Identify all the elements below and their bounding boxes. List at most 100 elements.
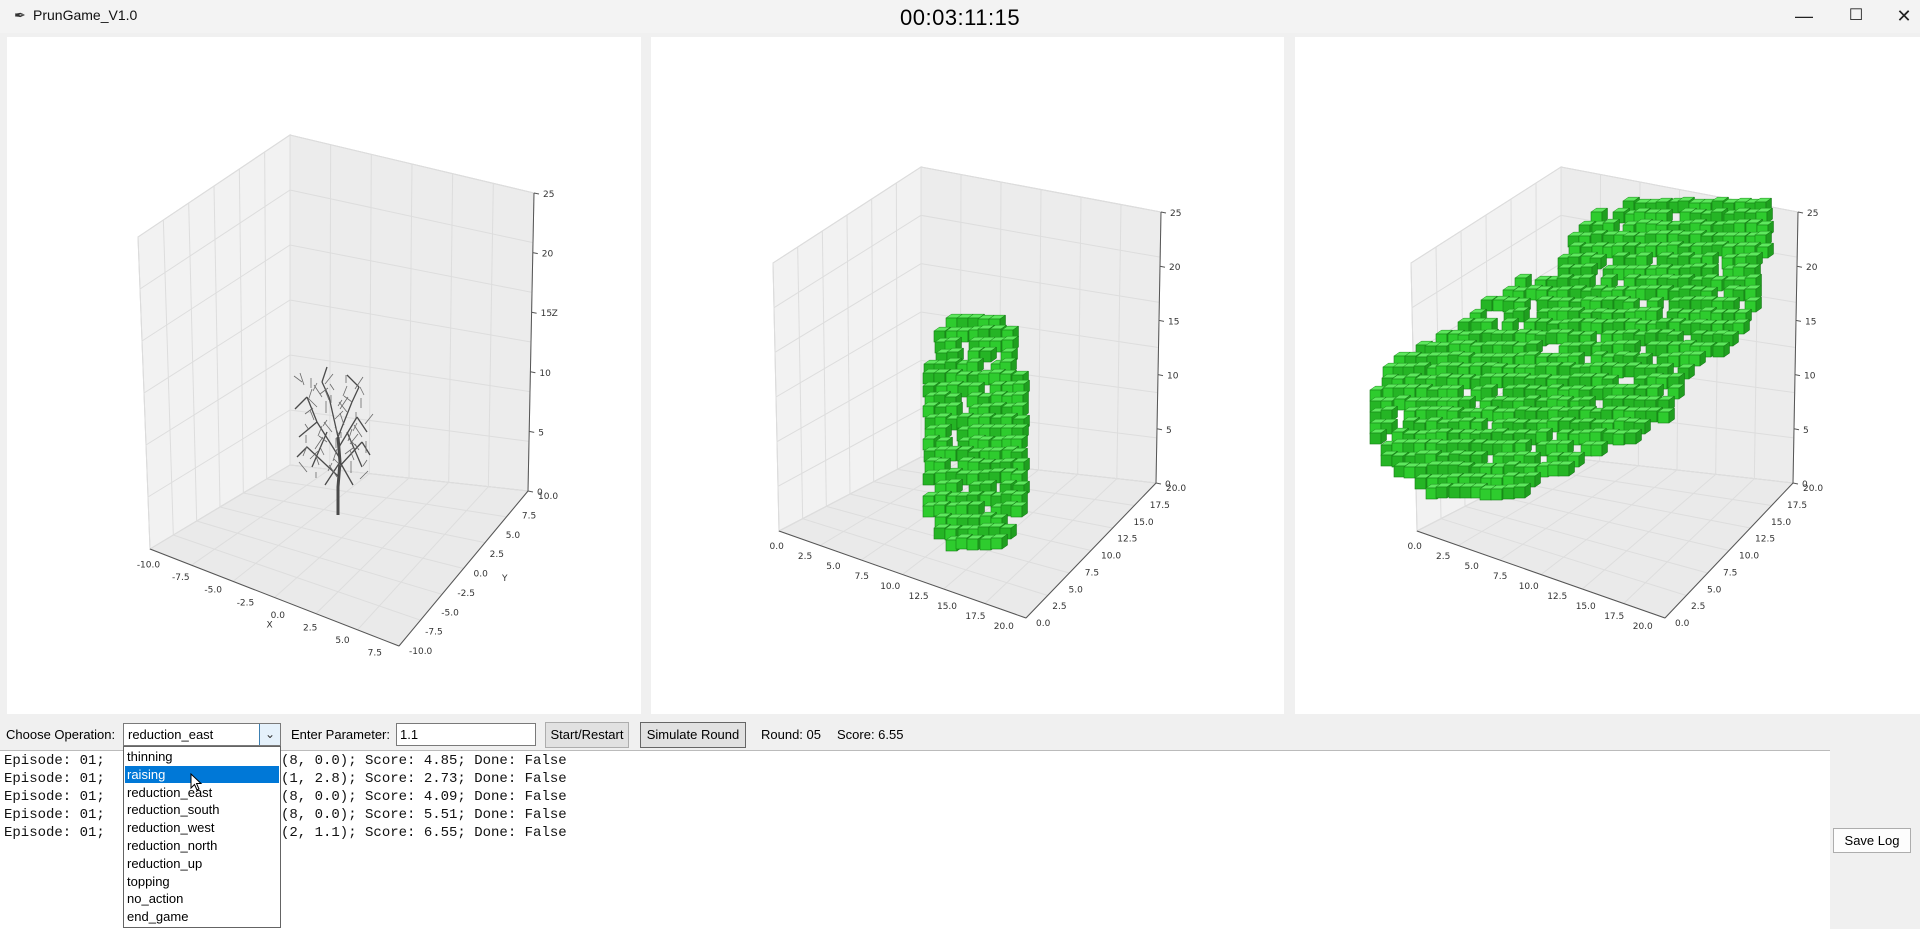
- tree-twig: [359, 386, 365, 396]
- voxel-side: [990, 346, 997, 363]
- z-tick-label: 5: [1803, 426, 1809, 436]
- x-tick-label: 0.0: [1408, 542, 1423, 552]
- x-tick-label: 15.0: [937, 602, 957, 612]
- z-tick-label: 25: [543, 190, 554, 200]
- y-tick-label: 5.0: [1069, 585, 1084, 595]
- log-line-tail: (1, 2.8); Score: 2.73; Done: False: [281, 771, 567, 787]
- tree-twig: [307, 388, 313, 402]
- log-line-tail: (8, 0.0); Score: 4.85; Done: False: [281, 753, 567, 769]
- tree-twig: [333, 458, 343, 468]
- voxel-side: [1022, 401, 1029, 418]
- initial-voxel-panel[interactable]: 0 5 10 15 20 25 0.0 2.5 5.0 7.5 10.0 12.5 15.0 17.5 20…: [651, 37, 1284, 714]
- voxel-face: [1380, 454, 1393, 467]
- operation-dropdown-list[interactable]: thinning raising reduction_east reduction_s…: [123, 746, 281, 928]
- tree-branch: [351, 386, 360, 403]
- voxel-face: [1513, 486, 1526, 499]
- start-restart-button[interactable]: Start/Restart: [545, 722, 629, 748]
- y-tick-label: 12.5: [1117, 535, 1137, 545]
- close-icon[interactable]: ✕: [1896, 6, 1912, 26]
- tree-branch: [296, 446, 308, 458]
- minimize-icon[interactable]: —: [1795, 6, 1813, 26]
- x-tick-label: 7.5: [855, 572, 869, 582]
- parameter-label: Enter Parameter:: [291, 727, 390, 742]
- voxel-side: [1733, 296, 1740, 313]
- voxel-face: [979, 538, 992, 551]
- voxel-face: [1425, 487, 1438, 500]
- voxel-face: [1479, 488, 1492, 501]
- tree-twig: [319, 446, 325, 456]
- voxel-side: [1589, 273, 1596, 290]
- parameter-input[interactable]: 1.1: [396, 723, 536, 746]
- tree-trunk: [336, 436, 342, 515]
- tree-branch: [356, 416, 368, 433]
- z-tick: [1160, 211, 1167, 214]
- voxel-side: [1644, 418, 1651, 435]
- voxel-face: [1657, 411, 1670, 424]
- tree-twig: [302, 445, 308, 457]
- voxel-side: [1567, 439, 1574, 456]
- voxel-plot-initial: 05101520250.02.55.07.510.012.515.017.520…: [770, 166, 1186, 632]
- voxel-side: [1525, 438, 1532, 455]
- maximize-icon[interactable]: ☐: [1848, 7, 1864, 24]
- simulate-round-button[interactable]: Simulate Round: [640, 722, 746, 748]
- dropdown-option-reduction-up[interactable]: reduction_up: [127, 855, 203, 871]
- x-tick-label: -10.0: [137, 561, 161, 571]
- chevron-down-icon[interactable]: ⌄: [259, 724, 280, 745]
- voxel-side: [1010, 523, 1017, 540]
- voxel-face: [922, 505, 935, 518]
- y-tick-label: 10.0: [538, 492, 558, 502]
- z-axis-line: [1155, 211, 1162, 484]
- z-tick: [531, 311, 537, 314]
- dropdown-option-end-game[interactable]: end_game: [127, 909, 189, 925]
- tree-skeleton-panel[interactable]: 0 5 10 15 20 25 -10.0 -7.5 -5.0 -2.5 0.0 2.5 5.0 7.5 1…: [7, 37, 641, 714]
- dropdown-option-no-action[interactable]: no_action: [127, 891, 184, 907]
- tree-branch: [337, 401, 353, 438]
- dropdown-option-reduction-north[interactable]: reduction_north: [127, 838, 218, 853]
- dropdown-option-thinning[interactable]: thinning: [127, 749, 173, 764]
- score-indicator: Score: 6.55: [837, 727, 904, 742]
- tree-twig: [309, 450, 319, 460]
- z-tick: [529, 430, 535, 433]
- voxel-face: [1547, 464, 1560, 477]
- current-voxel-panel[interactable]: 0 5 10 15 20 25 0.0 2.5 5.0 7.5 10.0 12.5 15.0 17.5 20…: [1295, 37, 1920, 714]
- x-tick-label: 5.0: [1465, 562, 1480, 572]
- x-axis-line: [149, 548, 400, 647]
- dropdown-option-reduction-south[interactable]: reduction_south: [127, 802, 220, 818]
- voxel-face: [1435, 486, 1448, 499]
- voxel-face: [955, 537, 968, 550]
- voxel-side: [1021, 434, 1028, 451]
- voxel-side: [945, 423, 952, 440]
- tree-twig: [354, 443, 360, 451]
- round-indicator: Round: 05: [761, 727, 821, 742]
- y-axis-line: [398, 490, 529, 647]
- tree-twig: [353, 424, 363, 438]
- z-tick-label: 5: [538, 428, 544, 438]
- voxel-face: [1403, 466, 1416, 479]
- z-tick-label: 10: [1167, 372, 1179, 382]
- operation-combobox[interactable]: reduction_east ⌄: [123, 723, 281, 746]
- voxel-face: [1393, 465, 1406, 478]
- tree-branch: [338, 416, 358, 448]
- log-textbox[interactable]: Episode: 01; (8, 0.0); Score: 4.85; Done…: [0, 750, 1830, 929]
- z-axis-line: [1792, 211, 1799, 484]
- tree-twig: [364, 413, 374, 425]
- tree-twig: [342, 385, 348, 397]
- z-tick: [1794, 374, 1801, 377]
- dropdown-option-topping[interactable]: topping: [127, 873, 170, 889]
- voxel-side: [977, 357, 984, 374]
- z-tick: [533, 192, 540, 195]
- voxel-face: [1624, 432, 1637, 445]
- dropdown-option-raising[interactable]: raising: [125, 765, 279, 783]
- tree-twig: [313, 384, 323, 398]
- y-tick-label: 2.5: [490, 550, 504, 560]
- voxel-side: [1578, 451, 1585, 468]
- voxel-side: [1380, 428, 1387, 445]
- dropdown-option-reduction-west[interactable]: reduction_west: [127, 820, 215, 836]
- save-log-button[interactable]: Save Log: [1833, 828, 1911, 853]
- voxel-plot-current: 05101520250.02.55.07.510.012.515.017.520…: [1369, 166, 1823, 632]
- z-tick-label: 15: [541, 309, 552, 319]
- x-tick-label: 20.0: [1633, 622, 1653, 632]
- log-line: Episode: 01; (8, 0.0); Score: 5.51; Done…: [4, 807, 567, 823]
- z-tick: [530, 371, 536, 374]
- y-tick-label: -10.0: [409, 647, 433, 657]
